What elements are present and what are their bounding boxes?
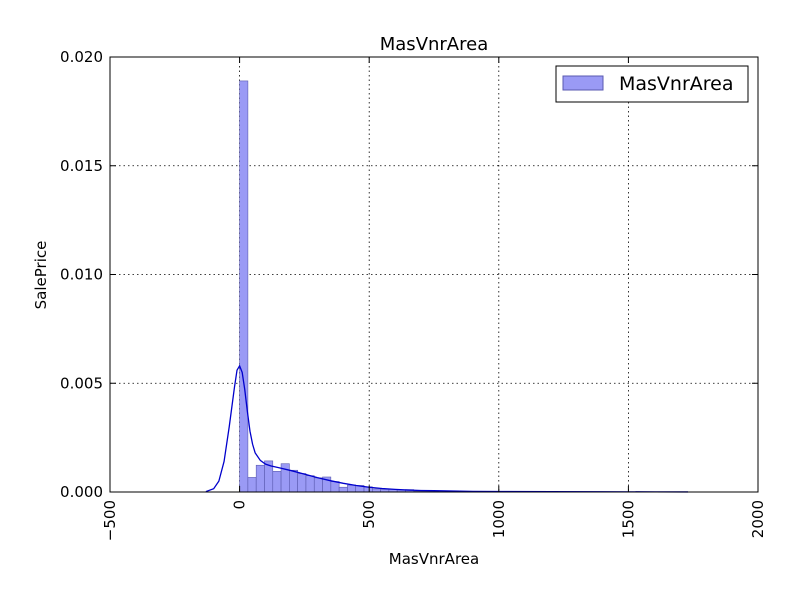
legend-swatch bbox=[562, 75, 604, 91]
y-tick-labels: 0.000 0.005 0.010 0.015 0.020 bbox=[60, 48, 103, 501]
chart-title: MasVnrArea bbox=[380, 34, 488, 55]
legend: MasVnrArea bbox=[555, 65, 749, 103]
y-tick-label: 0.020 bbox=[60, 48, 103, 66]
histogram-bar bbox=[239, 80, 249, 493]
histogram-bar bbox=[297, 473, 307, 493]
histogram-bar bbox=[247, 477, 257, 493]
x-tick-label: −500 bbox=[101, 500, 119, 541]
x-tick-label: 2000 bbox=[749, 500, 767, 538]
histogram-bar bbox=[347, 484, 357, 493]
histogram-bar bbox=[272, 471, 282, 493]
x-tick-labels: −500 0 500 1000 1500 2000 bbox=[101, 500, 767, 541]
histogram-bar bbox=[338, 486, 348, 493]
x-tick-label: 1500 bbox=[619, 500, 637, 538]
y-tick-label: 0.015 bbox=[60, 157, 103, 175]
legend-label: MasVnrArea bbox=[619, 73, 734, 95]
x-tick-label: 0 bbox=[231, 500, 249, 510]
axis-ticks bbox=[109, 56, 759, 493]
histogram-bar bbox=[330, 481, 340, 493]
y-tick-label: 0.000 bbox=[60, 483, 103, 501]
histogram-bar bbox=[255, 464, 265, 493]
y-axis-label: SalePrice bbox=[32, 241, 50, 310]
histogram-bar bbox=[305, 475, 315, 493]
histogram-bar bbox=[289, 469, 298, 493]
kde-line bbox=[205, 364, 689, 493]
y-tick-label: 0.005 bbox=[60, 374, 103, 392]
x-tick-label: 500 bbox=[360, 500, 378, 529]
x-axis-label: MasVnrArea bbox=[389, 550, 479, 568]
y-tick-label: 0.010 bbox=[60, 266, 103, 284]
histogram-bar bbox=[313, 477, 323, 493]
x-tick-label: 1000 bbox=[490, 500, 508, 538]
